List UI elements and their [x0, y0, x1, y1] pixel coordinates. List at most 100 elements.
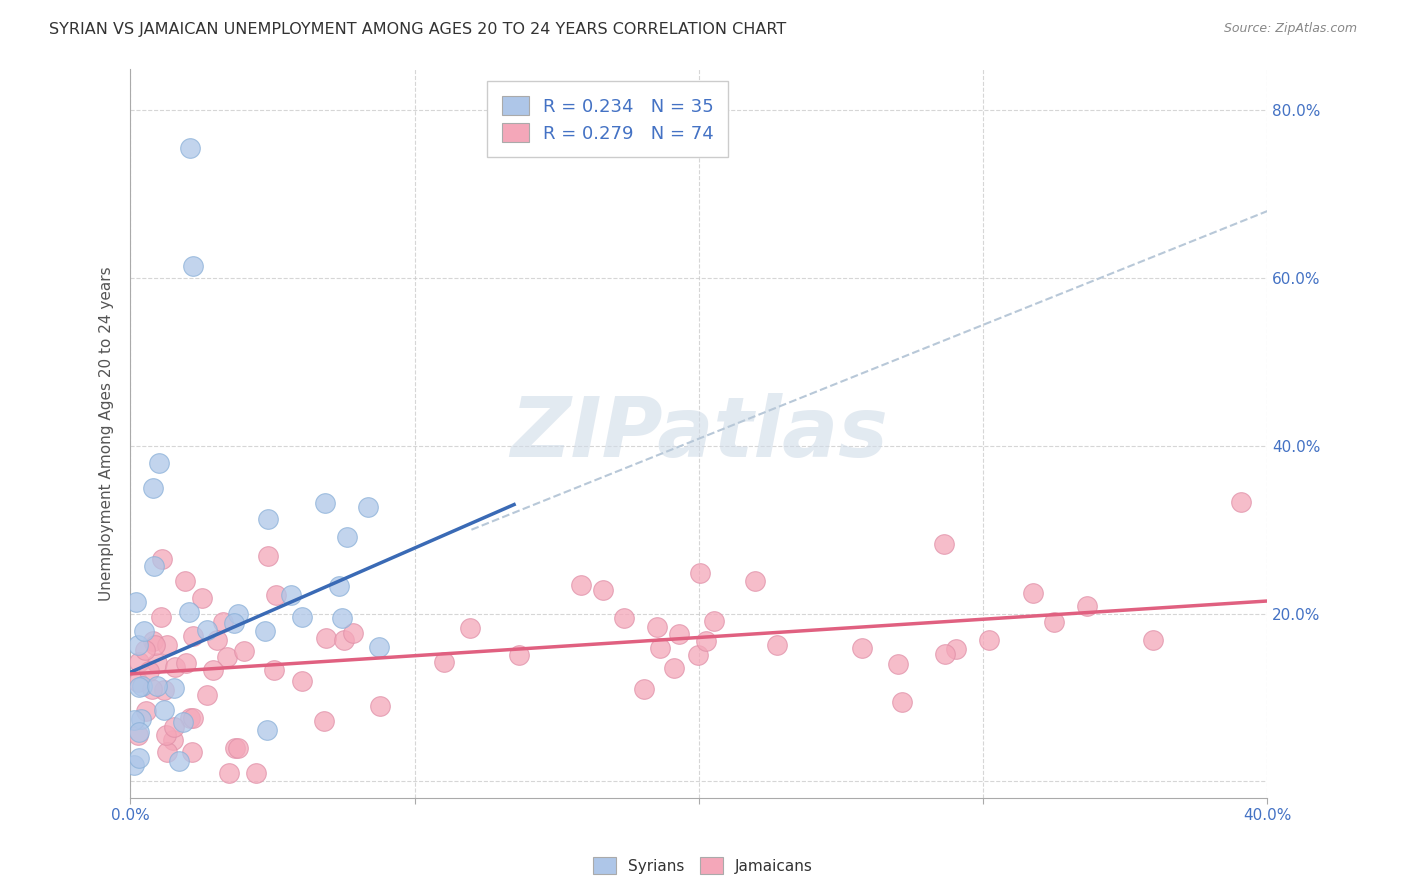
Point: [226, 740, 249, 755]
Point: [179, 141, 201, 155]
Point: [128, 680, 150, 694]
Point: [181, 711, 204, 725]
Point: [125, 595, 148, 609]
Point: [181, 745, 204, 759]
Point: [149, 610, 172, 624]
Point: [703, 614, 725, 628]
Point: [134, 642, 156, 657]
Point: [1022, 586, 1045, 600]
Point: [290, 610, 312, 624]
Point: [174, 656, 197, 670]
Point: [179, 605, 201, 619]
Point: [336, 530, 359, 544]
Y-axis label: Unemployment Among Ages 20 to 24 years: Unemployment Among Ages 20 to 24 years: [100, 266, 114, 600]
Point: [142, 559, 165, 574]
Point: [128, 655, 150, 669]
Point: [744, 574, 766, 588]
Point: [142, 481, 165, 495]
Point: [128, 724, 150, 739]
Point: [263, 663, 285, 677]
Point: [433, 655, 456, 669]
Point: [122, 757, 145, 772]
Point: [217, 650, 239, 665]
Point: [146, 679, 169, 693]
Point: [887, 657, 910, 672]
Point: [328, 579, 350, 593]
Point: [1076, 599, 1098, 613]
Point: [356, 500, 378, 514]
Point: [195, 688, 218, 702]
Point: [155, 728, 177, 742]
Point: [162, 732, 184, 747]
Point: [153, 703, 176, 717]
Point: [571, 578, 593, 592]
Point: [181, 259, 204, 273]
Point: [131, 679, 153, 693]
Point: [134, 624, 156, 639]
Point: [128, 751, 150, 765]
Point: [291, 674, 314, 689]
Point: [201, 663, 224, 677]
Point: [135, 704, 157, 718]
Point: [222, 616, 245, 631]
Point: [145, 638, 167, 652]
Point: [977, 633, 1000, 648]
Legend: Syrians, Jamaicans: Syrians, Jamaicans: [586, 851, 820, 880]
Point: [613, 611, 636, 625]
Point: [945, 641, 967, 656]
Point: [179, 711, 201, 725]
Point: [148, 456, 170, 470]
Point: [257, 549, 280, 564]
Point: [890, 695, 912, 709]
Point: [138, 664, 160, 678]
Point: [218, 765, 240, 780]
Point: [368, 698, 391, 713]
Point: [127, 675, 149, 690]
Point: [851, 641, 873, 656]
Point: [314, 496, 336, 510]
Point: [127, 638, 149, 652]
Point: [368, 640, 391, 655]
Point: [141, 681, 163, 696]
Point: [668, 627, 690, 641]
Point: [253, 624, 276, 638]
Point: [156, 638, 179, 652]
Point: [152, 682, 174, 697]
Point: [127, 728, 149, 742]
Point: [145, 657, 167, 671]
Point: [162, 681, 184, 695]
Point: [314, 714, 336, 728]
Point: [207, 633, 229, 648]
Point: [662, 661, 685, 675]
Point: [648, 641, 671, 656]
Point: [245, 765, 267, 780]
Text: SYRIAN VS JAMAICAN UNEMPLOYMENT AMONG AGES 20 TO 24 YEARS CORRELATION CHART: SYRIAN VS JAMAICAN UNEMPLOYMENT AMONG AG…: [49, 22, 786, 37]
Point: [1043, 615, 1066, 630]
Point: [167, 754, 190, 768]
Point: [122, 714, 145, 728]
Point: [142, 634, 165, 648]
Point: [592, 582, 614, 597]
Point: [191, 591, 214, 605]
Point: [645, 619, 668, 633]
Text: ZIPatlas: ZIPatlas: [510, 392, 887, 474]
Point: [932, 537, 955, 551]
Point: [342, 625, 364, 640]
Point: [689, 566, 711, 580]
Point: [508, 648, 530, 662]
Point: [330, 611, 353, 625]
Legend: R = 0.234   N = 35, R = 0.279   N = 74: R = 0.234 N = 35, R = 0.279 N = 74: [488, 81, 728, 157]
Point: [1230, 494, 1253, 508]
Point: [152, 552, 174, 566]
Point: [172, 714, 194, 729]
Point: [211, 615, 233, 630]
Point: [181, 629, 204, 643]
Point: [333, 632, 356, 647]
Point: [257, 512, 280, 526]
Point: [228, 607, 250, 622]
Point: [688, 648, 710, 662]
Text: Source: ZipAtlas.com: Source: ZipAtlas.com: [1223, 22, 1357, 36]
Point: [195, 624, 218, 638]
Point: [315, 632, 337, 646]
Point: [458, 621, 481, 635]
